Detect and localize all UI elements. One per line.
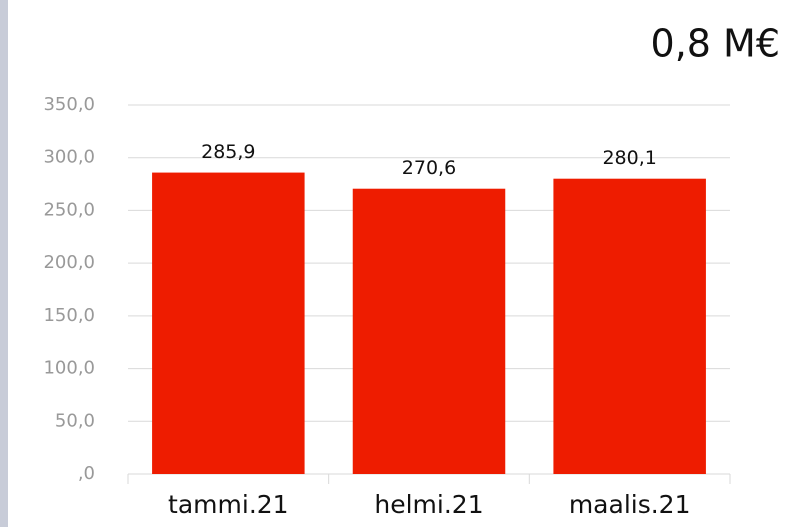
x-tick-label: tammi.21: [168, 490, 289, 519]
y-tick-label: 100,0: [43, 358, 95, 379]
y-tick-label: 300,0: [43, 147, 95, 168]
y-tick-label: ,0: [78, 463, 95, 484]
bar: [553, 178, 706, 474]
y-tick-label: 50,0: [55, 410, 95, 431]
bar: [352, 188, 506, 475]
y-tick-label: 350,0: [43, 94, 95, 115]
side-border: [0, 0, 8, 527]
y-tick-label: 150,0: [43, 305, 95, 326]
y-tick-label: 200,0: [43, 252, 95, 273]
x-tick-label: maalis.21: [569, 490, 691, 519]
data-label: 285,9: [201, 141, 255, 163]
bar: [152, 172, 305, 474]
data-label: 280,1: [602, 147, 656, 169]
data-label: 270,6: [402, 157, 456, 179]
chart-title: 0,8 M€: [651, 22, 780, 66]
y-tick-label: 250,0: [43, 199, 95, 220]
x-tick-label: helmi.21: [374, 490, 483, 519]
